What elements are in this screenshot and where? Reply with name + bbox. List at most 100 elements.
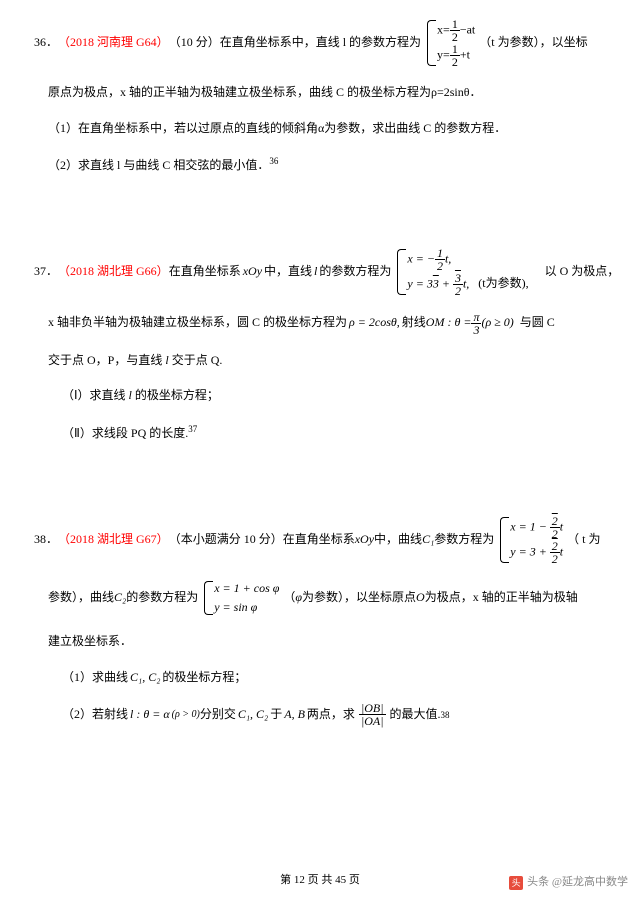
text: x 轴非负半轴为极轴建立极坐标系，圆 C 的极坐标方程为 — [48, 312, 347, 334]
text: 以 O 为极点， — [545, 261, 620, 283]
watermark: 头 头条 @延龙高中数学 — [509, 873, 628, 893]
math: OM : θ = — [426, 312, 472, 334]
math: (ρ ≥ 0) — [481, 312, 513, 334]
eq-row: y = sin φ — [214, 598, 279, 617]
text: 的极坐标方程； — [162, 667, 246, 689]
parametric-eq: x = −12t, y = 33 + 32t, (t为参数), — [395, 247, 528, 297]
text: 的极坐标方程； — [135, 388, 219, 402]
eq-part: t, — [463, 276, 469, 290]
eq-part: +t — [460, 47, 470, 61]
math: C₂ — [114, 587, 126, 609]
text: 的最大值. — [390, 704, 441, 726]
eq-part: x= — [437, 22, 450, 36]
math: l — [165, 353, 168, 367]
p36-stem-1: 36． （2018 河南理 G64） （10 分） 在直角坐标系中，直线 l 的… — [34, 18, 606, 68]
text: 的参数方程为 — [126, 587, 198, 609]
p38-stem-1: 38． （2018 湖北理 G67） （本小题满分 10 分） 在直角坐标系 x… — [34, 515, 606, 565]
fraction: |OB| |OA| — [359, 702, 386, 727]
text: 中，直线 — [264, 261, 312, 283]
math: xOy — [355, 529, 374, 551]
problem-number: 37． — [34, 261, 58, 283]
p36-stem-2: 原点为极点，x 轴的正半轴为极轴建立极坐标系，曲线 C 的极坐标方程为ρ=2si… — [34, 82, 606, 104]
text: 在直角坐标系中，直线 l 的参数方程为 — [220, 32, 421, 54]
eq-part: t, — [445, 251, 451, 265]
frac-den: 3 — [471, 324, 481, 336]
text: （2）求直线 l 与曲线 C 相交弦的最小值． — [48, 158, 269, 172]
frac-den: |OA| — [359, 715, 386, 727]
eq-part: x = − — [407, 251, 435, 265]
problem-score: （本小题满分 10 分） — [169, 529, 283, 551]
text: 参数方程为 — [434, 529, 494, 551]
text: 与圆 C — [520, 312, 555, 334]
eq-part: + — [439, 276, 453, 290]
problem-score: （10 分） — [169, 32, 220, 54]
math: C₁, C₂ — [130, 667, 160, 689]
frac-den: 2 — [435, 260, 445, 272]
text: 交于点 O，P，与直线 — [48, 353, 162, 367]
problem-source: （2018 湖北理 G67） — [58, 529, 169, 551]
math: C₁ — [422, 529, 434, 551]
math: l — [314, 261, 317, 283]
math: A, B — [284, 704, 305, 726]
eq-part: t — [560, 519, 563, 533]
problem-37: 37． （2018 湖北理 G66） 在直角坐标系 xOy 中，直线 l 的参数… — [34, 247, 606, 445]
text: （Ⅱ）求线段 PQ 的长度. — [62, 426, 188, 440]
math: l : θ = α — [130, 704, 170, 726]
p37-stem-3: 交于点 O，P，与直线 l 交于点 Q. — [34, 350, 606, 372]
p38-q1: （1）求曲线 C₁, C₂ 的极坐标方程； — [34, 667, 606, 689]
p38-stem-3: 建立极坐标系． — [34, 631, 606, 653]
text: （Ⅰ）求直线 — [62, 388, 126, 402]
p37-q2: （Ⅱ）求线段 PQ 的长度.37 — [34, 421, 606, 445]
text: （ t 为 — [567, 529, 600, 551]
eq-part: y= — [437, 47, 450, 61]
problem-38: 38． （2018 湖北理 G67） （本小题满分 10 分） 在直角坐标系 x… — [34, 515, 606, 728]
math: ρ = 2cosθ, — [349, 312, 400, 334]
p37-stem-2: x 轴非负半轴为极轴建立极坐标系，圆 C 的极坐标方程为 ρ = 2cosθ, … — [34, 311, 606, 336]
frac-num: 1 — [435, 247, 445, 260]
eq-part: −at — [460, 22, 475, 36]
problem-number: 36． — [34, 32, 58, 54]
text: （1）求曲线 — [62, 667, 128, 689]
problem-source: （2018 湖北理 G66） — [58, 261, 169, 283]
footnote-ref: 37 — [188, 424, 197, 434]
frac-den: 2 — [453, 285, 463, 297]
text: 两点，求 — [307, 704, 355, 726]
watermark-text: 头条 @延龙高中数学 — [527, 873, 628, 893]
text: 分别交 — [200, 704, 236, 726]
text: 为极点，x 轴的正半轴为极轴 — [425, 587, 578, 609]
p38-stem-2: 参数），曲线 C₂ 的参数方程为 x = 1 + cos φ y = sin φ… — [34, 579, 606, 617]
p36-q2: （2）求直线 l 与曲线 C 相交弦的最小值．36 — [34, 153, 606, 177]
text: 中，曲线 — [374, 529, 422, 551]
footnote-ref: 38 — [441, 707, 450, 723]
text: 射线 — [402, 312, 426, 334]
p37-stem-1: 37． （2018 湖北理 G66） 在直角坐标系 xOy 中，直线 l 的参数… — [34, 247, 606, 297]
eq-row: x = 1 + cos φ — [214, 579, 279, 598]
text: (t为参数), — [478, 276, 528, 290]
footnote-ref: 36 — [269, 156, 278, 166]
p36-q1: （1）在直角坐标系中，若以过原点的直线的倾斜角α为参数，求出曲线 C 的参数方程… — [34, 118, 606, 140]
text: 在直角坐标系 — [169, 261, 241, 283]
frac-den: 2 — [550, 553, 560, 565]
parametric-eq: x = 1 + cos φ y = sin φ — [202, 579, 279, 617]
math: l — [129, 388, 132, 402]
math: φ — [295, 587, 302, 609]
text: （t 为参数），以坐标 — [479, 32, 587, 54]
frac-den: 2 — [450, 56, 460, 68]
problem-36: 36． （2018 河南理 G64） （10 分） 在直角坐标系中，直线 l 的… — [34, 18, 606, 177]
eq-part: t — [560, 544, 563, 558]
math: (ρ > 0) — [172, 706, 200, 724]
text: （ — [283, 587, 295, 609]
text: 于 — [270, 704, 282, 726]
text: （2）若射线 — [62, 704, 128, 726]
text: 参数），曲线 — [48, 587, 114, 609]
math: O — [416, 587, 425, 609]
math: xOy — [243, 261, 262, 283]
toutiao-icon: 头 — [509, 876, 523, 890]
p38-q2: （2）若射线 l : θ = α (ρ > 0) 分别交 C₁, C₂ 于 A,… — [34, 702, 606, 727]
text: 交于点 Q. — [172, 353, 223, 367]
parametric-eq: x = 1 − 22t y = 3 + 22t — [498, 515, 563, 565]
math: C₁, C₂ — [238, 704, 268, 726]
eq-part: y = 3 + — [510, 544, 550, 558]
text: 在直角坐标系 — [283, 529, 355, 551]
parametric-eq: x=12−at y=12+t — [425, 18, 475, 68]
